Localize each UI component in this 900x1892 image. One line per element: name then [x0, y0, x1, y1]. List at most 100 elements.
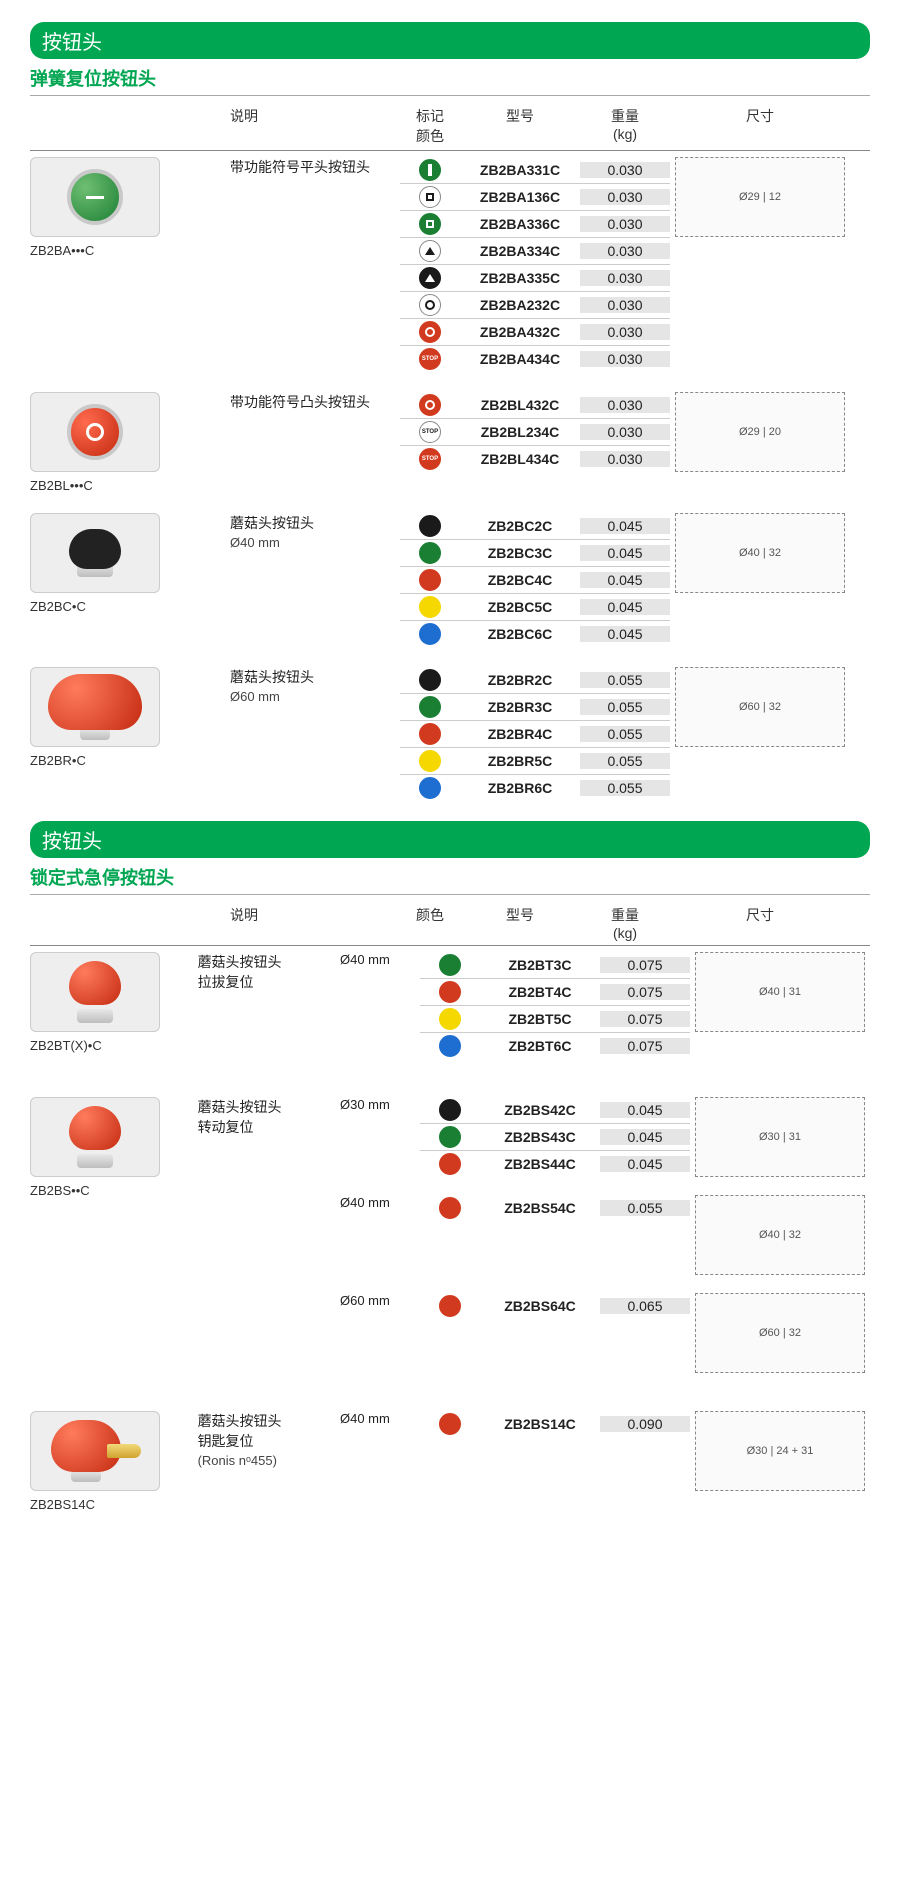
table-row: ZB2BT3C0.075: [420, 952, 690, 979]
model-number: ZB2BR5C: [460, 753, 580, 769]
weight: 0.030: [580, 216, 670, 232]
weight: 0.045: [580, 545, 670, 561]
color-swatch: [419, 596, 441, 618]
color-swatch: [439, 1035, 461, 1057]
color-swatch: [419, 213, 441, 235]
color-swatch: [419, 569, 441, 591]
dimension-drawing: Ø40 | 31: [695, 952, 865, 1032]
weight: 0.055: [580, 672, 670, 688]
table-row: ZB2BA136C0.030: [400, 184, 670, 211]
model-number: ZB2BA335C: [460, 270, 580, 286]
weight: 0.030: [580, 351, 670, 367]
weight: 0.030: [580, 162, 670, 178]
description: 蘑菇头按钮头钥匙复位(Ronis nᵒ455): [198, 1411, 340, 1512]
table-row: ZB2BC2C0.045: [400, 513, 670, 540]
dimension-drawing: Ø30 | 24 + 31: [695, 1411, 865, 1491]
model-number: ZB2BT5C: [480, 1011, 600, 1027]
model-number: ZB2BT3C: [480, 957, 600, 973]
model-number: ZB2BA432C: [460, 324, 580, 340]
product-thumb: [30, 157, 160, 237]
section-header: 按钮头: [30, 821, 870, 858]
color-swatch: STOP: [419, 448, 441, 470]
color-swatch: [419, 777, 441, 799]
product-code: ZB2BS14C: [30, 1497, 198, 1512]
color-swatch: [419, 186, 441, 208]
table-row: ZB2BA336C0.030: [400, 211, 670, 238]
color-swatch: [419, 623, 441, 645]
table-row: ZB2BC3C0.045: [400, 540, 670, 567]
model-number: ZB2BL432C: [460, 397, 580, 413]
model-number: ZB2BC3C: [460, 545, 580, 561]
description: 蘑菇头按钮头Ø60 mm: [230, 667, 400, 801]
weight: 0.055: [580, 753, 670, 769]
weight: 0.075: [600, 1038, 690, 1054]
color-swatch: [419, 723, 441, 745]
table-row: ZB2BS43C0.045: [420, 1124, 690, 1151]
weight: 0.030: [580, 397, 670, 413]
table-row: ZB2BT4C0.075: [420, 979, 690, 1006]
weight: 0.030: [580, 189, 670, 205]
table-row: ZB2BA331C0.030: [400, 157, 670, 184]
model-number: ZB2BS64C: [480, 1298, 600, 1314]
product-thumb: [30, 1411, 160, 1491]
weight: 0.045: [580, 626, 670, 642]
color-swatch: [439, 954, 461, 976]
weight: 0.055: [580, 780, 670, 796]
color-swatch: [439, 1153, 461, 1175]
description: 蘑菇头按钮头Ø40 mm: [230, 513, 400, 647]
color-swatch: [439, 981, 461, 1003]
sub-header: 弹簧复位按钮头: [30, 65, 870, 96]
product-thumb: [30, 1097, 160, 1177]
model-number: ZB2BR6C: [460, 780, 580, 796]
description: 带功能符号凸头按钮头: [230, 392, 400, 493]
table-row: STOPZB2BL234C0.030: [400, 419, 670, 446]
product-group: ZB2BT(X)•C蘑菇头按钮头拉拔复位Ø40 mmZB2BT3C0.075ZB…: [30, 952, 870, 1077]
color-swatch: [439, 1295, 461, 1317]
description: 蘑菇头按钮头拉拔复位: [198, 952, 340, 1077]
model-number: ZB2BA434C: [460, 351, 580, 367]
color-swatch: [419, 542, 441, 564]
table-row: ZB2BA335C0.030: [400, 265, 670, 292]
model-number: ZB2BA331C: [460, 162, 580, 178]
table-row: STOPZB2BL434C0.030: [400, 446, 670, 472]
weight: 0.075: [600, 957, 690, 973]
model-number: ZB2BA136C: [460, 189, 580, 205]
color-swatch: [419, 696, 441, 718]
color-swatch: STOP: [419, 421, 441, 443]
table-row: ZB2BR2C0.055: [400, 667, 670, 694]
table-row: ZB2BR4C0.055: [400, 721, 670, 748]
description: 蘑菇头按钮头转动复位: [198, 1097, 340, 1391]
product-group: ZB2BA•••C带功能符号平头按钮头ZB2BA331C0.030ZB2BA13…: [30, 157, 870, 372]
model-number: ZB2BL434C: [460, 451, 580, 467]
weight: 0.045: [600, 1102, 690, 1118]
weight: 0.030: [580, 424, 670, 440]
dimension-drawing: Ø60 | 32: [675, 667, 845, 747]
product-group: ZB2BL•••C带功能符号凸头按钮头ZB2BL432C0.030STOPZB2…: [30, 392, 870, 493]
weight: 0.075: [600, 984, 690, 1000]
model-number: ZB2BC4C: [460, 572, 580, 588]
table-row: ZB2BA432C0.030: [400, 319, 670, 346]
product-thumb: [30, 392, 160, 472]
table-row: ZB2BC6C0.045: [400, 621, 670, 647]
color-swatch: [419, 750, 441, 772]
model-number: ZB2BR2C: [460, 672, 580, 688]
dimension-drawing: Ø29 | 20: [675, 392, 845, 472]
weight: 0.045: [580, 518, 670, 534]
color-swatch: [439, 1008, 461, 1030]
product-code: ZB2BL•••C: [30, 478, 230, 493]
table-row: ZB2BL432C0.030: [400, 392, 670, 419]
table-row: ZB2BA232C0.030: [400, 292, 670, 319]
product-thumb: [30, 952, 160, 1032]
color-swatch: [419, 515, 441, 537]
column-headers: 说明颜色型号重量(kg)尺寸: [30, 905, 870, 946]
dimension-drawing: Ø29 | 12: [675, 157, 845, 237]
color-swatch: [439, 1099, 461, 1121]
model-number: ZB2BS42C: [480, 1102, 600, 1118]
product-code: ZB2BC•C: [30, 599, 230, 614]
model-number: ZB2BT4C: [480, 984, 600, 1000]
table-row: ZB2BC5C0.045: [400, 594, 670, 621]
color-swatch: STOP: [419, 348, 441, 370]
table-row: ZB2BS64C0.065: [420, 1293, 690, 1319]
sub-header: 锁定式急停按钮头: [30, 864, 870, 895]
product-code: ZB2BT(X)•C: [30, 1038, 198, 1053]
